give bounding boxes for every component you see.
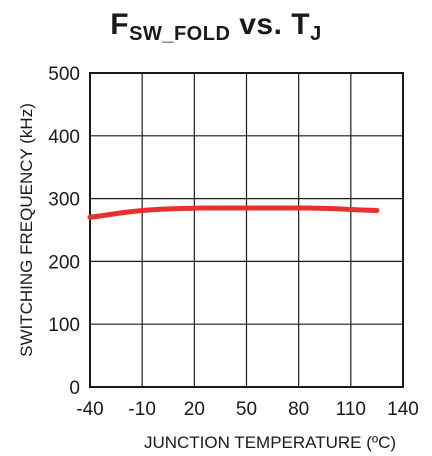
y-axis-label: SWITCHING FREQUENCY (kHz) <box>17 103 36 357</box>
y-tick-label: 400 <box>48 127 80 148</box>
chart-title: FSW_FOLD vs. TJ <box>0 8 432 45</box>
title-main: F <box>110 8 130 41</box>
x-tick-labels: -40 -10 20 50 80 110 140 <box>76 399 419 420</box>
title-mid: vs. T <box>230 8 311 41</box>
x-tick-label: 110 <box>336 399 366 420</box>
x-tick-label: -40 <box>76 399 103 420</box>
x-tick-label: 140 <box>387 399 419 420</box>
grid <box>90 73 403 387</box>
y-tick-label: 0 <box>69 378 80 399</box>
title-main-subscript: SW_FOLD <box>129 23 231 45</box>
x-axis-label: JUNCTION TEMPERATURE (ºC) <box>144 433 396 452</box>
y-tick-label: 500 <box>48 64 80 85</box>
y-tick-label: 300 <box>48 190 80 211</box>
y-tick-label: 200 <box>48 252 80 273</box>
title-mid-subscript: J <box>310 23 322 45</box>
x-tick-label: 80 <box>288 399 309 420</box>
y-tick-label: 100 <box>48 315 80 336</box>
x-tick-label: 20 <box>184 399 205 420</box>
x-tick-label: -10 <box>128 399 155 420</box>
series-line <box>87 205 380 220</box>
plot-frame <box>89 72 404 388</box>
x-tick-label: 50 <box>236 399 257 420</box>
series-layer <box>87 205 380 220</box>
y-tick-labels: 0 100 200 300 400 500 <box>48 64 80 399</box>
